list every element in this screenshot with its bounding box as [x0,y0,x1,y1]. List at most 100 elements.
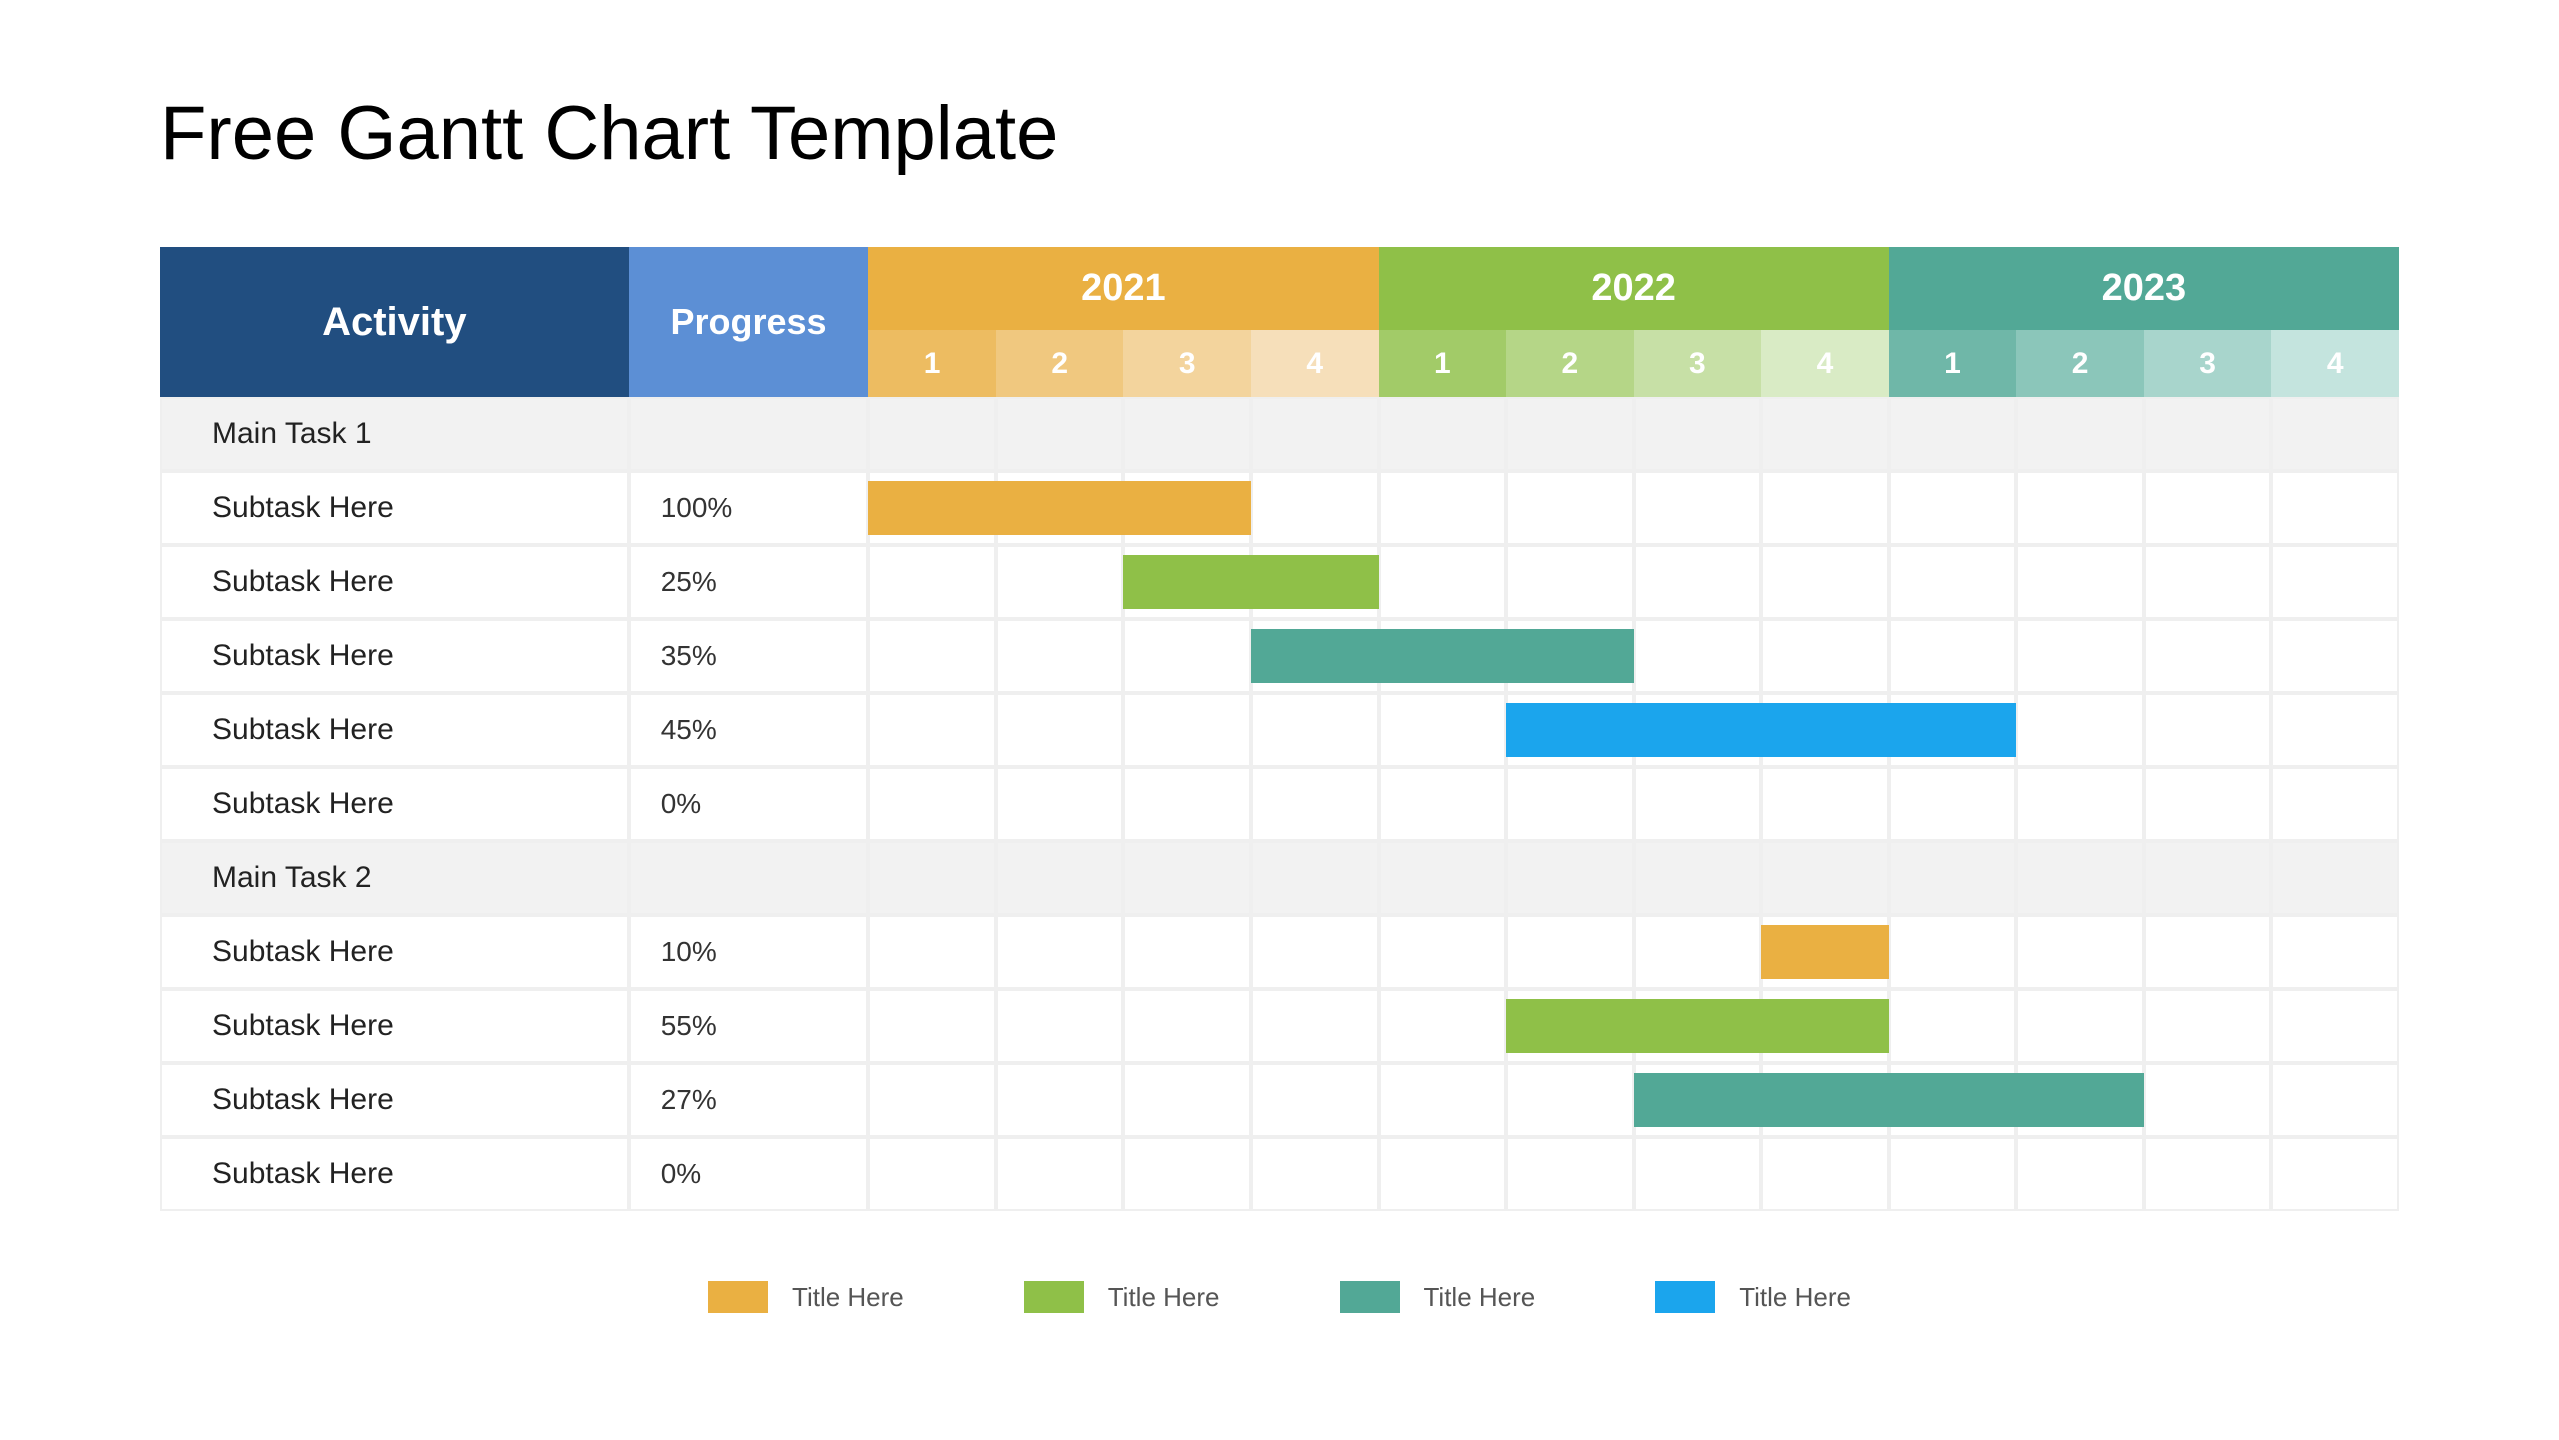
legend-item: Title Here [1655,1281,1851,1313]
gantt-bar [1889,703,2017,757]
timeline-cell [1251,397,1379,471]
timeline-cell [1634,1137,1762,1211]
legend-swatch [1655,1281,1715,1313]
gantt-bar [1634,999,1762,1053]
timeline-cell [2271,767,2399,841]
gantt-bar [1506,703,1634,757]
timeline-cell [996,545,1124,619]
timeline-cell [868,989,996,1063]
timeline-cell [1506,767,1634,841]
timeline-cell [868,841,996,915]
page-title: Free Gantt Chart Template [160,90,2399,177]
legend-item: Title Here [1340,1281,1536,1313]
header-quarter: 2 [1506,330,1634,397]
timeline-cell [2271,471,2399,545]
activity-cell: Subtask Here [160,1137,629,1211]
gantt-bar [1379,629,1507,683]
header-year: 2022 [1379,247,1889,330]
header-quarter: 2 [996,330,1124,397]
timeline-cell [2144,619,2272,693]
gantt-bar [1634,1073,1762,1127]
timeline-cell [1634,915,1762,989]
progress-cell: 10% [629,915,869,989]
timeline-cell [1379,1137,1507,1211]
legend-label: Title Here [792,1282,904,1313]
progress-cell: 0% [629,1137,869,1211]
timeline-cell [2144,915,2272,989]
legend-label: Title Here [1739,1282,1851,1313]
legend-swatch [1340,1281,1400,1313]
legend-label: Title Here [1424,1282,1536,1313]
timeline-cell [868,693,996,767]
timeline-cell [868,1063,996,1137]
subtask-row: Subtask Here27% [160,1063,2399,1137]
header-quarter: 1 [868,330,996,397]
gantt-bar [1123,481,1251,535]
timeline-cell [868,619,996,693]
timeline-cell [2016,1137,2144,1211]
timeline-cell [1506,841,1634,915]
timeline-cell [2144,767,2272,841]
timeline-cell [2016,767,2144,841]
timeline-cell [1761,397,1889,471]
activity-cell: Subtask Here [160,471,629,545]
timeline-cell [1123,915,1251,989]
gantt-bar [1506,629,1634,683]
timeline-cell [1506,1137,1634,1211]
legend-swatch [1024,1281,1084,1313]
header-quarter: 1 [1379,330,1507,397]
timeline-cell [2271,397,2399,471]
timeline-cell [1251,767,1379,841]
timeline-cell [1506,619,1634,693]
legend-item: Title Here [708,1281,904,1313]
gantt-bar [2016,1073,2144,1127]
timeline-cell [1251,989,1379,1063]
timeline-cell [2144,545,2272,619]
gantt-bar [1251,629,1379,683]
progress-cell: 55% [629,989,869,1063]
timeline-cell [2271,1137,2399,1211]
timeline-cell [1123,619,1251,693]
timeline-cell [2144,1063,2272,1137]
timeline-cell [2144,397,2272,471]
header-quarter: 3 [2144,330,2272,397]
timeline-cell [996,1063,1124,1137]
header-progress: Progress [629,247,869,397]
timeline-cell [1634,545,1762,619]
timeline-cell [1761,471,1889,545]
header-quarter: 3 [1123,330,1251,397]
timeline-cell [2016,545,2144,619]
timeline-cell [2271,989,2399,1063]
gantt-bar [1761,999,1889,1053]
gantt-bar [1761,1073,1889,1127]
timeline-cell [996,989,1124,1063]
progress-cell: 25% [629,545,869,619]
gantt-bar [1251,555,1379,609]
timeline-cell [1379,545,1507,619]
timeline-cell [1889,915,2017,989]
timeline-cell [868,397,996,471]
timeline-cell [1761,619,1889,693]
timeline-cell [1634,693,1762,767]
header-quarter: 4 [1251,330,1379,397]
timeline-cell [1251,471,1379,545]
timeline-cell [2016,619,2144,693]
gantt-chart: ActivityProgress202120222023123412341234… [160,247,2399,1211]
subtask-row: Subtask Here100% [160,471,2399,545]
timeline-cell [868,915,996,989]
timeline-cell [1379,989,1507,1063]
timeline-cell [1761,989,1889,1063]
timeline-cell [1379,841,1507,915]
timeline-cell [996,471,1124,545]
subtask-row: Subtask Here55% [160,989,2399,1063]
timeline-cell [1634,471,1762,545]
timeline-cell [2016,989,2144,1063]
timeline-cell [1889,989,2017,1063]
gantt-bar [1634,703,1762,757]
timeline-cell [868,545,996,619]
legend: Title HereTitle HereTitle HereTitle Here [160,1281,2399,1313]
timeline-cell [1251,1137,1379,1211]
timeline-cell [1889,767,2017,841]
legend-swatch [708,1281,768,1313]
activity-cell: Main Task 2 [160,841,629,915]
